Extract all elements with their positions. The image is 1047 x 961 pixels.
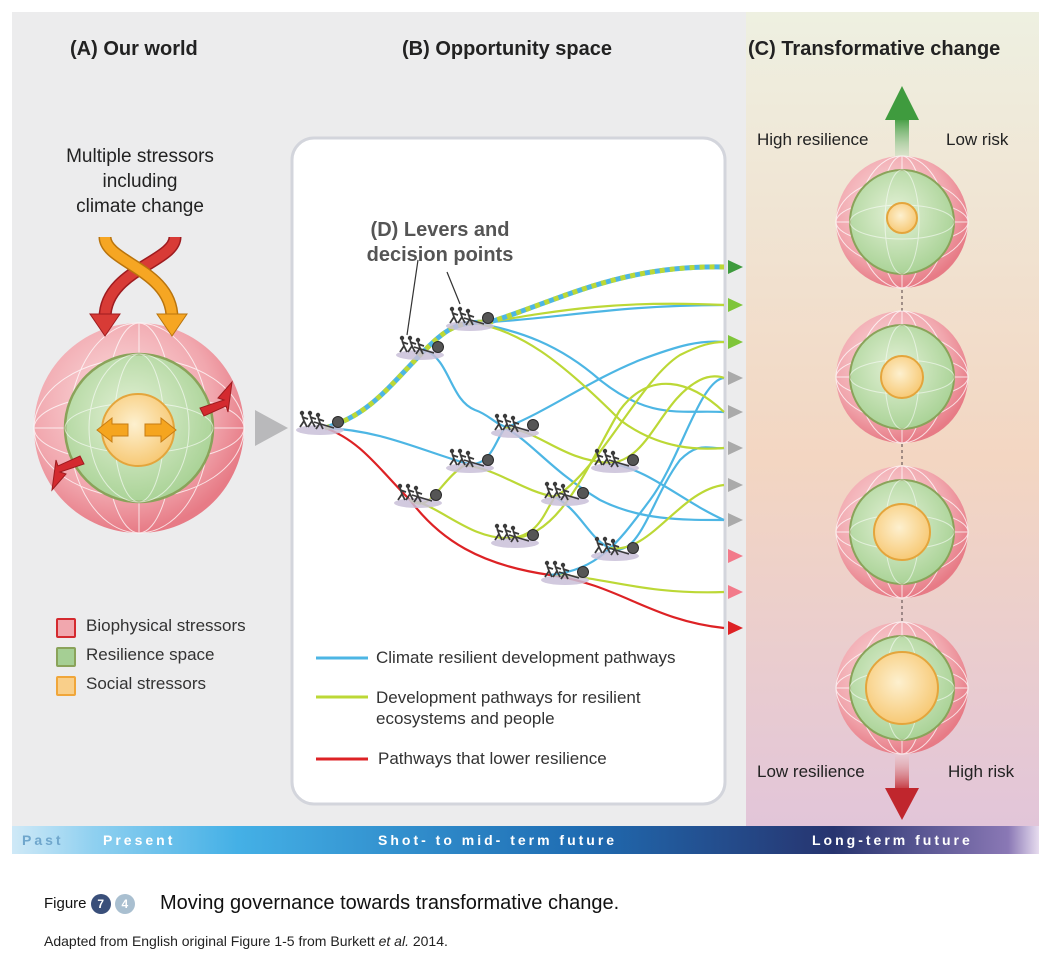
- transformative-sphere: [835, 155, 969, 289]
- pathway-resilient-ecosystems: [489, 302, 725, 324]
- timeline-present: Present: [103, 832, 176, 848]
- lever-icon: [491, 523, 539, 548]
- legend-lower-resilience-label: Pathways that lower resilience: [378, 749, 607, 768]
- figure-badge-chapter: 7: [90, 894, 111, 914]
- lever-icon: [446, 448, 494, 473]
- pathway-resilient-ecosystems: [469, 320, 725, 450]
- lever-icon: [396, 335, 444, 360]
- low-risk-label: Low risk: [946, 130, 1009, 149]
- transformative-sphere: [835, 465, 969, 599]
- lever-icon: [591, 536, 639, 561]
- figure-badge-number: 4: [114, 894, 135, 914]
- legend-swatch-resilience: [56, 647, 76, 667]
- figure-label: Figure 7 4: [44, 894, 135, 914]
- lever-icon: [541, 481, 589, 506]
- pathway-end-arrow-icon: [728, 513, 743, 527]
- social-stressor-arrows-icon: [96, 416, 177, 444]
- high-risk-label: High risk: [948, 762, 1015, 781]
- levers-label: (D) Levers and decision points: [366, 219, 514, 266]
- lever-icon: [296, 410, 344, 435]
- lever-icon: [591, 448, 639, 473]
- lever-icon: [446, 306, 494, 331]
- transformative-sphere: [835, 621, 969, 755]
- multiple-stressors-arrows-icon: [89, 235, 188, 337]
- timeline-short-mid: Shot- to mid- term future: [378, 832, 618, 848]
- legend-social-label: Social stressors: [86, 674, 206, 693]
- pathway-climate-resilient: [424, 348, 511, 430]
- pathway-end-arrow-icon: [728, 371, 743, 385]
- pathway-end-arrow-icon: [728, 549, 743, 563]
- flow-arrow-icon: [255, 410, 288, 446]
- pathway-end-arrow-icon: [728, 621, 743, 635]
- timeline-bar: [12, 826, 1039, 854]
- biophysical-arrow-right-icon: [199, 380, 233, 417]
- biophysical-arrow-left-icon: [51, 455, 85, 492]
- pathway-end-arrow-icon: [728, 478, 743, 492]
- pathway-end-arrow-icon: [728, 405, 743, 419]
- panel-b-title: (B) Opportunity space: [402, 38, 613, 60]
- pathway-climate-resilient: [504, 340, 725, 430]
- panel-a-title: (A) Our world: [70, 38, 198, 60]
- pathway-resilient-ecosystems: [509, 382, 725, 540]
- figure-title: Moving governance towards transformative…: [160, 892, 620, 914]
- low-resilience-label: Low resilience: [757, 762, 865, 781]
- legend-swatch-biophysical: [56, 618, 76, 638]
- pathways-diagram: [324, 264, 725, 630]
- legend-resilience-label: Resilience space: [86, 645, 215, 664]
- pathway-resilient-ecosystems: [609, 483, 725, 550]
- lever-callout-line: [406, 259, 419, 336]
- panel-c-title: (C) Transformative change: [748, 38, 1001, 60]
- lever-icon: [541, 560, 589, 585]
- resilience-arrow-up-icon: [885, 86, 919, 168]
- lever-icon: [394, 483, 442, 508]
- legend-biophysical-label: Biophysical stressors: [86, 616, 246, 635]
- timeline-past: Past: [22, 832, 64, 848]
- pathway-end-arrow-icon: [728, 298, 743, 312]
- high-resilience-label: High resilience: [757, 130, 869, 149]
- legend-resilient-ecosystems-label: Development pathways for resilient ecosy…: [376, 688, 641, 728]
- lever-icon: [491, 413, 539, 438]
- pathway-climate-resilient: [504, 427, 725, 522]
- pathway-climate-resilient: [549, 376, 725, 577]
- stressors-label: Multiple stressors including climate cha…: [66, 146, 214, 217]
- pathway-end-arrow-icon: [728, 335, 743, 349]
- timeline-long-term: Long-term future: [812, 832, 973, 848]
- our-world-sphere: [33, 322, 245, 534]
- pathway-end-arrow-icon: [728, 585, 743, 599]
- risk-arrow-down-icon: [885, 752, 919, 820]
- legend-climate-resilient-label: Climate resilient development pathways: [376, 648, 676, 667]
- figure-source: Adapted from English original Figure 1-5…: [44, 933, 448, 949]
- pathway-lower-resilience: [324, 426, 725, 630]
- legend-swatch-social: [56, 676, 76, 696]
- pathway-resilient-ecosystems: [554, 340, 725, 498]
- pathway-end-arrow-icon: [728, 441, 743, 455]
- transformative-sphere: [835, 310, 969, 444]
- pathway-end-arrow-icon: [728, 260, 743, 274]
- lever-callout-line: [446, 271, 461, 305]
- pathway-climate-resilient: [489, 303, 725, 324]
